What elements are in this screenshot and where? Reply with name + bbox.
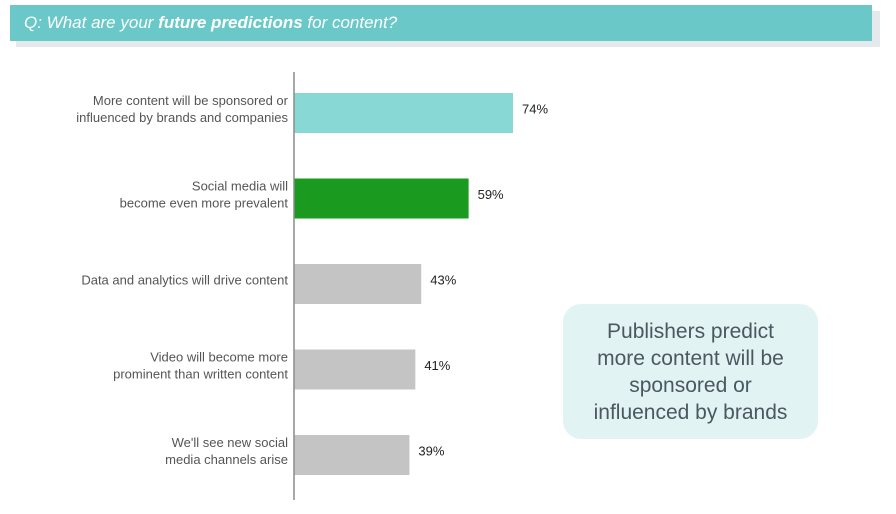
category-label: Social media will bbox=[192, 178, 288, 193]
category-label: media channels arise bbox=[165, 452, 288, 467]
callout-box: Publishers predict more content will be … bbox=[563, 304, 818, 439]
value-label: 59% bbox=[478, 187, 504, 202]
category-label: More content will be sponsored or bbox=[93, 93, 289, 108]
category-label: Data and analytics will drive content bbox=[81, 272, 288, 287]
question-suffix: for content? bbox=[302, 13, 398, 32]
category-label: influenced by brands and companies bbox=[76, 110, 288, 125]
question-header: Q: What are your future predictions for … bbox=[10, 5, 872, 41]
category-label: We'll see new social bbox=[172, 435, 289, 450]
value-label: 39% bbox=[418, 443, 444, 458]
category-label: prominent than written content bbox=[113, 366, 288, 381]
bar bbox=[294, 178, 469, 219]
bar bbox=[294, 349, 416, 390]
category-label: Video will become more bbox=[150, 349, 288, 364]
value-label: 41% bbox=[424, 358, 450, 373]
bar bbox=[294, 264, 422, 304]
value-label: 43% bbox=[430, 272, 456, 287]
value-label: 74% bbox=[522, 101, 548, 116]
bar bbox=[294, 435, 410, 475]
bar bbox=[294, 93, 513, 133]
category-label: become even more prevalent bbox=[120, 195, 289, 210]
question-emphasis: future predictions bbox=[158, 13, 303, 32]
callout-text: Publishers predict more content will be … bbox=[593, 319, 788, 424]
question-prefix: Q: What are your bbox=[24, 13, 159, 32]
